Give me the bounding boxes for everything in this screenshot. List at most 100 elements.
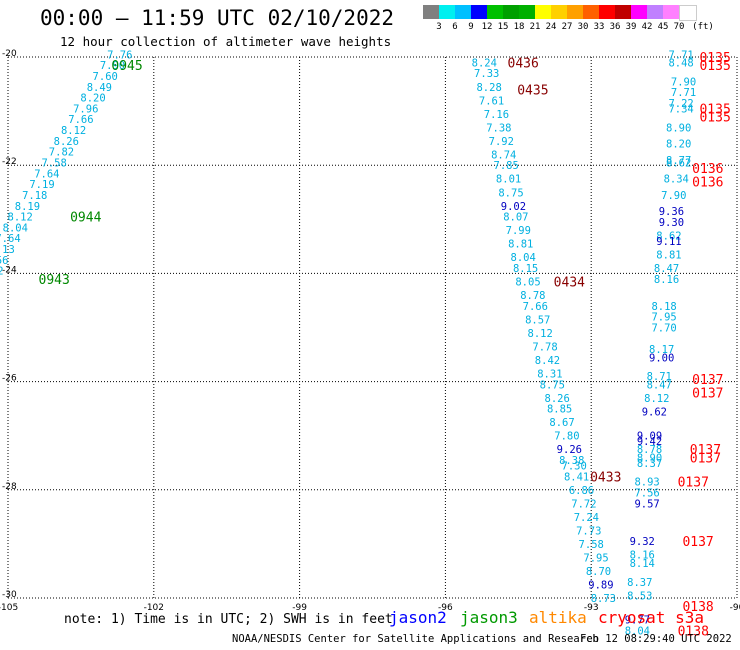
x-tick-label: -90 xyxy=(730,603,740,613)
wave-height-point: 8.12 xyxy=(644,393,669,405)
wave-height-point: 7.66 xyxy=(523,301,548,313)
wave-height-point: 7.95 xyxy=(651,312,676,324)
legend-label: 15 xyxy=(497,22,509,32)
wave-height-point: 8.19 xyxy=(15,201,40,213)
wave-height-point: 7.58 xyxy=(42,157,67,169)
wave-height-point: 8.07 xyxy=(503,212,528,224)
time-label: 0943 xyxy=(39,273,70,288)
wave-height-point: 7.60 xyxy=(93,71,118,83)
legend-swatch xyxy=(615,5,631,19)
wave-height-point: 8.28 xyxy=(476,82,501,94)
wave-height-point: 9.00 xyxy=(649,352,674,364)
wave-height-point: 7.33 xyxy=(474,68,499,80)
wave-height-point: 7.90 xyxy=(661,190,686,202)
wave-height-point: 8.57 xyxy=(525,314,550,326)
wave-height-point: 8.04 xyxy=(625,625,650,637)
wave-height-point: 7.70 xyxy=(651,323,676,335)
footer-timestamp: Feb 12 08:29:40 UTC 2022 xyxy=(580,633,732,645)
wave-height-point: 7.34 xyxy=(668,103,693,115)
wave-height-point: 8.77 xyxy=(666,155,691,167)
legend-swatch xyxy=(679,5,697,21)
y-tick-label: -22 xyxy=(2,157,17,167)
wave-height-point: 9.89 xyxy=(588,579,613,591)
time-label: 0138 xyxy=(678,624,709,639)
wave-height-point: 9.09 xyxy=(637,431,662,443)
wave-height-point: 8.12 xyxy=(8,212,33,224)
wave-height-point: 8.48 xyxy=(668,57,693,69)
legend-swatch xyxy=(647,5,663,19)
wave-height-point: 7.82 xyxy=(49,147,74,159)
wave-height-point: 8.62 xyxy=(666,157,691,169)
wave-height-point: 7.96 xyxy=(73,103,98,115)
legend-swatch xyxy=(503,5,519,19)
legend-swatch xyxy=(567,5,583,19)
legend-jason2: jason2 xyxy=(389,608,447,627)
legend-label: 36 xyxy=(609,22,621,32)
wave-height-point: 8.04 xyxy=(3,222,28,234)
legend-altika: altika xyxy=(529,608,587,627)
wave-height-point: 9.11 xyxy=(656,236,681,248)
time-label: 0135 xyxy=(699,51,730,66)
wave-height-point: 8.73 xyxy=(591,593,616,605)
wave-height-point: 7.61 xyxy=(479,95,504,107)
wave-height-point: 7.90 xyxy=(100,60,125,72)
wave-height-point: 8.62 xyxy=(656,231,681,243)
wave-height-point: 8.70 xyxy=(586,566,611,578)
wave-height-point: 8.71 xyxy=(647,371,672,383)
wave-height-point: 8.31 xyxy=(537,368,562,380)
wave-height-point: 8.18 xyxy=(651,301,676,313)
wave-height-point: 8.49 xyxy=(87,82,112,94)
time-label: 0433 xyxy=(590,470,621,485)
wave-height-point: 7.66 xyxy=(68,114,93,126)
note-text: note: 1) Time is in UTC; 2) SWH is in fe… xyxy=(64,612,393,627)
chart-subtitle: 12 hour collection of altimeter wave hei… xyxy=(60,34,392,49)
wave-height-point: 7.24 xyxy=(574,512,599,524)
wave-height-point: 8.81 xyxy=(508,239,533,251)
wave-height-point: 7.92 xyxy=(489,136,514,148)
legend-label: 3 xyxy=(436,22,442,32)
wave-height-point: 7.56 xyxy=(634,488,659,500)
chart-title: 00:00 – 11:59 UTC 02/10/2022 xyxy=(40,6,395,30)
legend-swatch xyxy=(487,5,503,19)
wave-height-point: 8.78 xyxy=(520,290,545,302)
wave-height-point: 7.19 xyxy=(29,179,54,191)
wave-height-point: 7.85 xyxy=(494,160,519,172)
wave-height-point: 8.20 xyxy=(666,139,691,151)
legend-swatch xyxy=(439,5,455,19)
wave-height-point: 7.56 xyxy=(0,255,8,267)
wave-height-point: 8.05 xyxy=(515,277,540,289)
wave-height-point: 8.20 xyxy=(80,93,105,105)
legend-swatch xyxy=(663,5,679,19)
wave-height-point: 8.24 xyxy=(472,57,497,69)
time-label: 0135 xyxy=(699,111,730,126)
wave-height-point: 8.47 xyxy=(654,263,679,275)
wave-height-point: 7.78 xyxy=(532,341,557,353)
wave-height-point: 8.16 xyxy=(630,550,655,562)
wave-height-point: 8.16 xyxy=(654,274,679,286)
wave-height-point: 8.75 xyxy=(498,187,523,199)
wave-height-point: 7.22 xyxy=(668,98,693,110)
y-tick-label: -28 xyxy=(2,482,17,492)
wave-height-point: 7.32 xyxy=(0,266,4,278)
wave-height-point: 9.30 xyxy=(659,217,684,229)
x-tick-label: -99 xyxy=(292,603,307,613)
y-tick-label: -26 xyxy=(2,374,17,384)
legend-swatch xyxy=(471,5,487,19)
wave-height-point: 7.99 xyxy=(506,225,531,237)
wave-height-point: 8.04 xyxy=(511,252,536,264)
wave-height-point: 8.75 xyxy=(540,379,565,391)
legend-label: 18 xyxy=(513,22,525,32)
time-label: 0137 xyxy=(682,535,713,550)
time-label: 0137 xyxy=(692,386,723,401)
wave-height-point: 8.26 xyxy=(545,393,570,405)
legend-jason3: jason3 xyxy=(460,608,518,627)
legend-label: 12 xyxy=(481,22,493,32)
legend-swatch xyxy=(455,5,471,19)
time-label: 0136 xyxy=(692,175,723,190)
legend-label: 24 xyxy=(545,22,557,32)
y-tick-label: -30 xyxy=(2,590,17,600)
wave-height-point: 8.42 xyxy=(535,355,560,367)
wave-height-point: 9.42 xyxy=(637,436,662,448)
x-tick-label: -105 xyxy=(0,603,18,613)
